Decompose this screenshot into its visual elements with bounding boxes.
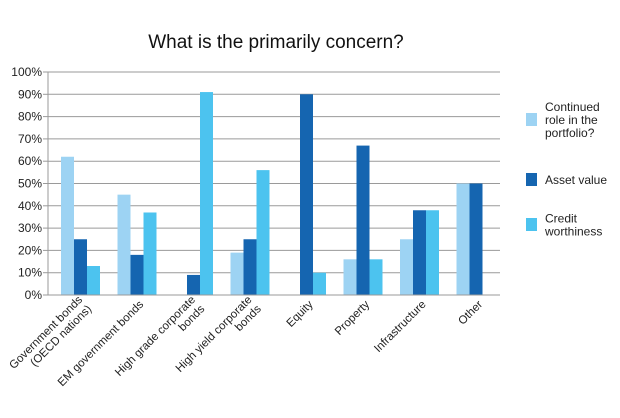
- bar: [130, 254, 144, 295]
- legend-swatch: [526, 173, 537, 186]
- x-category-label-line: Government bonds: [7, 294, 85, 372]
- y-tick-label: 60%: [18, 154, 42, 168]
- bar: [243, 239, 257, 295]
- x-category-label-line: Infrastructure: [372, 299, 428, 355]
- bar: [117, 194, 131, 295]
- x-category-label-line: Property: [333, 298, 372, 337]
- bar: [74, 239, 87, 295]
- y-tick-label: 100%: [11, 65, 42, 79]
- legend-entry-line: Asset value: [545, 173, 607, 187]
- y-tick-label: 40%: [18, 199, 42, 213]
- legend-entry-line: Continued: [545, 100, 600, 114]
- y-tick-label: 10%: [18, 266, 42, 280]
- bar: [143, 212, 157, 295]
- y-tick-label: 90%: [18, 87, 42, 101]
- legend-entry-line: role in the: [545, 113, 598, 127]
- chart-title: What is the primarily concern?: [148, 32, 404, 53]
- bar: [426, 210, 439, 295]
- bar: [230, 252, 244, 295]
- x-axis: Government bonds(OECD nations)EM governm…: [7, 294, 500, 389]
- legend-entry: Credit worthiness: [544, 212, 602, 239]
- bar: [456, 183, 470, 295]
- x-category-label: Property: [333, 298, 372, 337]
- bar: [87, 266, 100, 295]
- y-axis: 0% 10% 20% 30% 40% 50% 60% 70% 80% 90% 100%: [11, 65, 49, 302]
- bars: [61, 92, 483, 295]
- x-category-label: Infrastructure: [372, 299, 428, 355]
- legend-entry: Asset value: [545, 173, 607, 187]
- legend-swatch: [526, 113, 537, 126]
- y-tick-label: 0%: [25, 288, 43, 302]
- y-tick-label: 30%: [18, 221, 42, 235]
- y-tick-label: 80%: [18, 110, 42, 124]
- x-category-label-line: Equity: [285, 298, 316, 329]
- y-tick-label: 20%: [18, 243, 42, 257]
- bar: [61, 156, 74, 295]
- legend-entry: Continued role in the portfolio?: [545, 100, 600, 140]
- bar: [187, 274, 200, 295]
- bar: [413, 210, 426, 295]
- legend-entry-line: worthiness: [544, 225, 602, 239]
- x-category-label-line: Other: [456, 299, 485, 328]
- legend-swatch: [526, 218, 537, 231]
- bar: [256, 170, 270, 295]
- y-tick-label: 50%: [18, 177, 42, 191]
- bar: [400, 239, 413, 295]
- bar: [313, 272, 326, 295]
- legend-entry-line: portfolio?: [545, 126, 595, 140]
- legend-entry-line: Credit: [545, 212, 578, 226]
- bar: [469, 183, 483, 295]
- bar: [369, 259, 383, 295]
- bar: [200, 92, 213, 295]
- legend: Continued role in the portfolio? Asset valu…: [526, 100, 607, 239]
- x-category-label: Other: [456, 299, 485, 328]
- bar: [300, 94, 313, 295]
- y-tick-label: 70%: [18, 132, 42, 146]
- bar: [356, 145, 370, 295]
- x-category-label: Equity: [285, 298, 316, 329]
- bar: [343, 259, 357, 295]
